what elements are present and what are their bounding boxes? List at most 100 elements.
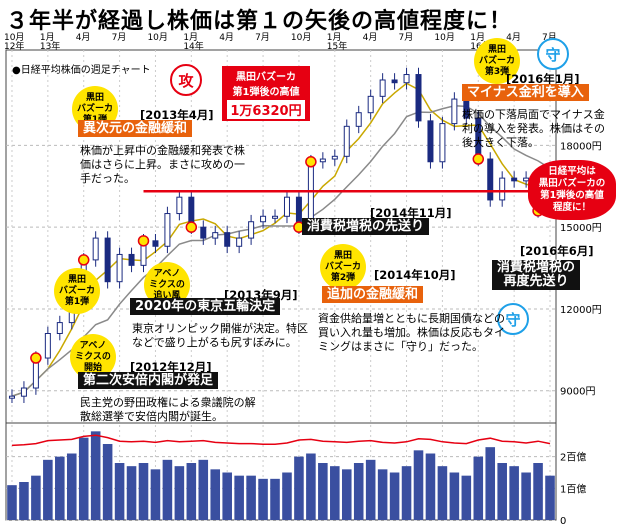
price-candle [391, 79, 398, 84]
price-candle [164, 213, 171, 247]
annotation-2014-11-date: [2014年11月] [370, 206, 452, 220]
volume-bar [533, 463, 543, 520]
volume-bar [306, 453, 316, 520]
price-candle [20, 387, 27, 397]
annotation-2016-01-date: [2016年1月] [506, 72, 580, 86]
price-candle [367, 95, 374, 114]
volume-bar [174, 466, 185, 520]
volume-bar [353, 463, 364, 520]
price-candle [511, 177, 518, 182]
month-tick-label: 7月 [255, 32, 270, 43]
volume-bar [102, 444, 113, 520]
moving-average-long [11, 104, 551, 397]
volume-bar [282, 472, 292, 520]
volume-bar [437, 466, 448, 520]
volume-bar [413, 450, 424, 520]
event-marker-2013-04 [77, 254, 90, 266]
price-candle [427, 120, 434, 163]
volume-bar [114, 463, 125, 520]
volume-bar [222, 472, 232, 520]
volume-bar [509, 466, 519, 520]
year-tick-label: 12年 [4, 40, 24, 52]
price-candle [415, 74, 422, 122]
event-marker-2013-09 [137, 235, 150, 247]
event-marker-2012-12 [30, 352, 42, 364]
annotation-2012-12-date: [2012年12月] [130, 360, 212, 374]
volume-bar [246, 475, 256, 520]
volume-bar [90, 431, 101, 520]
annotation-2016-01-title: マイナス金利を導入 [462, 84, 589, 101]
volume-bar [150, 469, 161, 520]
price-candle [92, 237, 99, 261]
price-candle [260, 215, 267, 223]
volume-bar [401, 466, 412, 520]
volume-bar [55, 456, 65, 520]
price-axis-label: 15000円 [560, 223, 602, 234]
attack-seal-icon: 攻 [170, 64, 202, 96]
price-candle [439, 123, 446, 163]
volume-bar [162, 459, 173, 520]
volume-bar [198, 459, 209, 520]
month-tick-label: 10月 [434, 32, 454, 43]
annotation-2013-04-date: [2013年4月] [140, 108, 214, 122]
volume-bar [425, 453, 436, 520]
month-tick-label: 4月 [219, 32, 234, 43]
peak-box-line2: 第1弾後の高値 [232, 87, 300, 98]
price-candle [128, 253, 135, 266]
volume-bar [521, 472, 531, 520]
price-axis-label: 9000円 [560, 387, 595, 398]
annotation-2016-06-date: [2016年6月] [520, 244, 594, 258]
moving-average-short [11, 82, 551, 397]
price-candle [272, 215, 279, 219]
month-tick-label: 1月 [470, 32, 485, 43]
month-tick-label: 7月 [399, 32, 414, 43]
annotation-2014-10-title: 追加の金融緩和 [322, 286, 424, 303]
volume-bar [341, 469, 352, 520]
volume-bar [270, 478, 280, 520]
price-candle [212, 232, 219, 239]
volume-bar [461, 475, 472, 520]
price-candle [451, 98, 458, 125]
volume-bar [473, 456, 484, 520]
volume-bar [497, 463, 507, 520]
volume-bar [43, 459, 53, 520]
chart-subtitle: ●日経平均株価の週足チャート [12, 65, 151, 76]
peak-box: 黒田バズーカ 第1弾後の高値 1万6320円 [222, 66, 310, 121]
volume-bar [31, 475, 41, 520]
price-candle [224, 232, 231, 247]
volume-bar [365, 459, 376, 520]
burst-callout: 日経平均は 黒田バズーカの 第1弾後の高値 程度に！ [528, 160, 616, 220]
defend-seal-icon: 守 [537, 38, 569, 70]
price-candle [343, 125, 350, 157]
month-tick-label: 1月 [183, 32, 198, 43]
volume-bar [186, 463, 197, 520]
annotation-2013-09-title: 2020年の東京五輪決定 [130, 298, 281, 315]
month-tick-label: 4月 [76, 32, 91, 43]
month-tick-label: 10月 [291, 32, 311, 43]
month-tick-label: 10月 [4, 32, 24, 43]
month-tick-label: 1月 [327, 32, 342, 43]
month-tick-label: 7月 [542, 32, 557, 43]
volume-bar [377, 469, 388, 520]
year-tick-label: 15年 [327, 40, 347, 52]
volume-bar [234, 475, 244, 520]
price-candle [104, 237, 111, 283]
peak-box-line1: 黒田バズーカ [236, 72, 296, 83]
volume-bar [78, 437, 89, 520]
annotation-2014-10-body: 資金供給量増とともに長期国債などの買い入れ量も増加。株価は反応もタイミングはまさ… [318, 312, 505, 353]
annotation-2014-10-date: [2014年10月] [374, 268, 456, 282]
volume-bar [19, 482, 29, 520]
volume-bar [210, 469, 221, 520]
volume-bar [138, 463, 149, 520]
price-candle [8, 395, 15, 399]
event-marker-2014-01 [185, 221, 198, 233]
month-tick-label: 4月 [506, 32, 521, 43]
volume-axis-label: 1百億 [560, 482, 586, 495]
month-tick-label: 1月 [40, 32, 55, 43]
price-candle [355, 112, 362, 127]
volume-bar [330, 466, 340, 520]
price-candle [283, 196, 290, 217]
price-candle [236, 237, 243, 247]
price-candle [152, 240, 159, 247]
price-axis-label: 18000円 [560, 141, 602, 152]
